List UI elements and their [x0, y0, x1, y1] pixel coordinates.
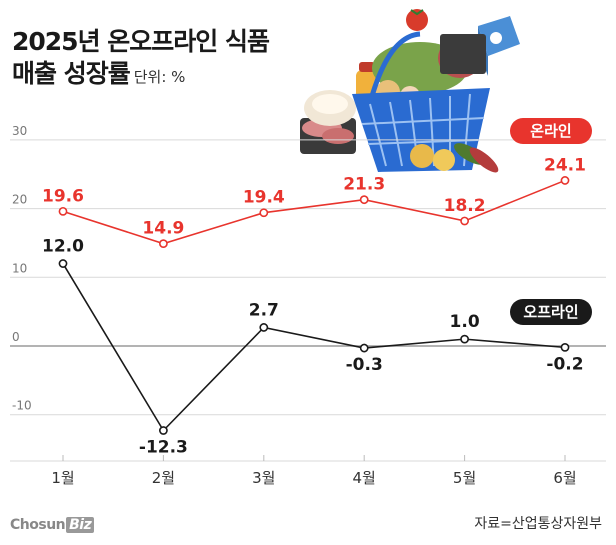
x-tick-label: 6월: [553, 469, 576, 487]
data-label: 2.7: [249, 300, 279, 320]
y-axis-ticks: 30 20 10 0 -10: [12, 124, 32, 413]
data-point: [560, 342, 570, 352]
data-label: 18.2: [444, 196, 486, 216]
chart-title: 2025년 온오프라인 식품 매출 성장률 단위: %: [12, 26, 270, 93]
data-point: [259, 208, 269, 218]
data-label: 12.0: [42, 237, 84, 257]
x-axis-ticks: 1월 2월 3월 4월 5월 6월: [51, 469, 576, 487]
unit-label: 단위: %: [133, 68, 186, 86]
title-line-2-text: 매출 성장률: [12, 59, 131, 88]
vegetables-icon: [410, 143, 499, 173]
data-point: [460, 334, 469, 344]
data-point: [460, 216, 469, 226]
data-point: [58, 206, 68, 216]
title-line-2: 매출 성장률 단위: %: [12, 58, 269, 93]
series-line-offline: [62, 263, 566, 432]
grocery-basket-illustration: [300, 9, 520, 173]
data-label: -12.3: [139, 438, 188, 458]
data-point: [158, 239, 168, 249]
data-label: 14.9: [142, 219, 184, 239]
series-tag-bg: [510, 118, 592, 144]
series-line-online: [62, 179, 566, 245]
chosunbiz-logo: Chosun Biz: [10, 517, 95, 533]
data-point: [158, 426, 168, 435]
data-label: 19.4: [243, 188, 285, 208]
data-labels: 19.6 14.9 19.4 21.3 18.2 24.1 12.0 -12.3 2.7 -0.3…: [42, 155, 586, 457]
data-points: [58, 176, 570, 435]
data-label: 21.3: [343, 175, 385, 195]
data-label: 1.0: [450, 312, 480, 332]
data-label: 24.1: [544, 155, 586, 175]
tomato-icon: [406, 9, 428, 31]
data-label: -0.2: [546, 354, 583, 374]
y-tick-label: -10: [12, 399, 32, 413]
data-label: -0.3: [346, 355, 383, 375]
y-tick-label: 30: [12, 124, 27, 138]
logo-text: Chosun: [10, 517, 66, 533]
y-tick-label: 0: [12, 330, 20, 344]
title-line-1: 2025년 온오프라인 식품: [12, 27, 270, 56]
data-point: [58, 259, 68, 268]
x-tick-label: 1월: [51, 469, 74, 487]
series-lines: [62, 179, 566, 432]
data-point: [359, 195, 369, 205]
x-tick-label: 5월: [453, 469, 476, 487]
grid: [10, 139, 606, 462]
data-label: 19.6: [42, 186, 84, 206]
x-tick-label: 3월: [252, 469, 275, 487]
x-tick-label: 2월: [152, 469, 175, 487]
bread-icon: [304, 90, 356, 126]
series-tag-label: 오프라인: [523, 303, 578, 321]
series-tag-bg: [510, 299, 592, 325]
data-point: [560, 176, 570, 185]
source-note: 자료=산업통상자원부: [474, 516, 602, 532]
data-point: [259, 323, 269, 332]
y-tick-label: 20: [12, 193, 27, 207]
y-tick-label: 10: [12, 261, 27, 275]
x-tick-label: 4월: [353, 469, 376, 487]
data-point: [359, 343, 369, 353]
series-tag-label: 온라인: [530, 122, 571, 140]
logo-badge: Biz: [66, 517, 95, 533]
